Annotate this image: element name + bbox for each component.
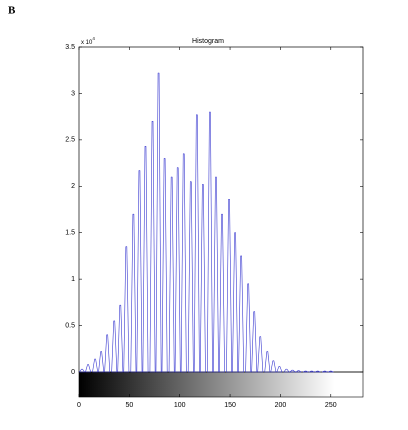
spike bbox=[92, 358, 99, 373]
y-multiplier-base: x 10 bbox=[81, 40, 93, 46]
spike bbox=[270, 360, 277, 373]
spike bbox=[117, 304, 124, 373]
spike bbox=[295, 370, 302, 373]
x-tick-label: 250 bbox=[325, 402, 337, 409]
spike bbox=[264, 351, 271, 373]
spike bbox=[302, 370, 309, 373]
spike bbox=[219, 213, 225, 373]
spike bbox=[276, 366, 283, 373]
spike bbox=[79, 368, 85, 373]
spike bbox=[251, 311, 258, 373]
y-tick-label: 0 bbox=[71, 369, 75, 376]
spike bbox=[308, 370, 315, 373]
x-tick-label: 0 bbox=[77, 402, 81, 409]
y-tick-label: 2 bbox=[71, 183, 75, 190]
spike bbox=[111, 320, 118, 373]
spike bbox=[232, 232, 238, 373]
spike bbox=[161, 158, 168, 373]
spike bbox=[226, 198, 232, 373]
spike bbox=[149, 120, 156, 373]
spike bbox=[289, 369, 296, 373]
spike bbox=[136, 170, 143, 373]
spike bbox=[98, 351, 105, 373]
y-multiplier: x 104 bbox=[81, 36, 95, 45]
y-tick-label: 3.5 bbox=[65, 44, 75, 51]
spike bbox=[193, 114, 200, 373]
x-tick-label: 50 bbox=[125, 402, 133, 409]
spike bbox=[207, 111, 213, 373]
spike bbox=[123, 246, 130, 373]
y-tick-label: 1 bbox=[71, 276, 75, 283]
spike bbox=[245, 283, 252, 373]
x-tick-label: 100 bbox=[174, 402, 186, 409]
x-tick-label: 150 bbox=[224, 402, 236, 409]
y-tick-label: 2.5 bbox=[65, 137, 75, 144]
spike bbox=[199, 184, 206, 373]
spike bbox=[314, 370, 321, 373]
spike bbox=[238, 255, 245, 373]
y-tick-label: 1.5 bbox=[65, 230, 75, 237]
spike bbox=[142, 146, 149, 373]
chart-title: Histogram bbox=[192, 38, 224, 45]
spike bbox=[85, 364, 91, 373]
spike bbox=[174, 167, 181, 373]
spike bbox=[213, 176, 219, 373]
spike bbox=[155, 72, 162, 373]
x-tick-label: 200 bbox=[275, 402, 287, 409]
spike bbox=[321, 370, 328, 373]
gray-bar bbox=[78, 371, 364, 398]
spike bbox=[130, 213, 137, 373]
spike bbox=[180, 153, 187, 373]
panel-label: B bbox=[8, 5, 16, 17]
spike bbox=[283, 368, 290, 373]
spike bbox=[187, 181, 194, 373]
spike bbox=[327, 370, 334, 373]
y-multiplier-exponent: 4 bbox=[92, 36, 95, 41]
spike bbox=[104, 334, 111, 373]
y-tick-label: 0.5 bbox=[65, 322, 75, 329]
spike bbox=[257, 336, 264, 373]
spike bbox=[168, 176, 175, 373]
y-tick-label: 3 bbox=[71, 90, 75, 97]
